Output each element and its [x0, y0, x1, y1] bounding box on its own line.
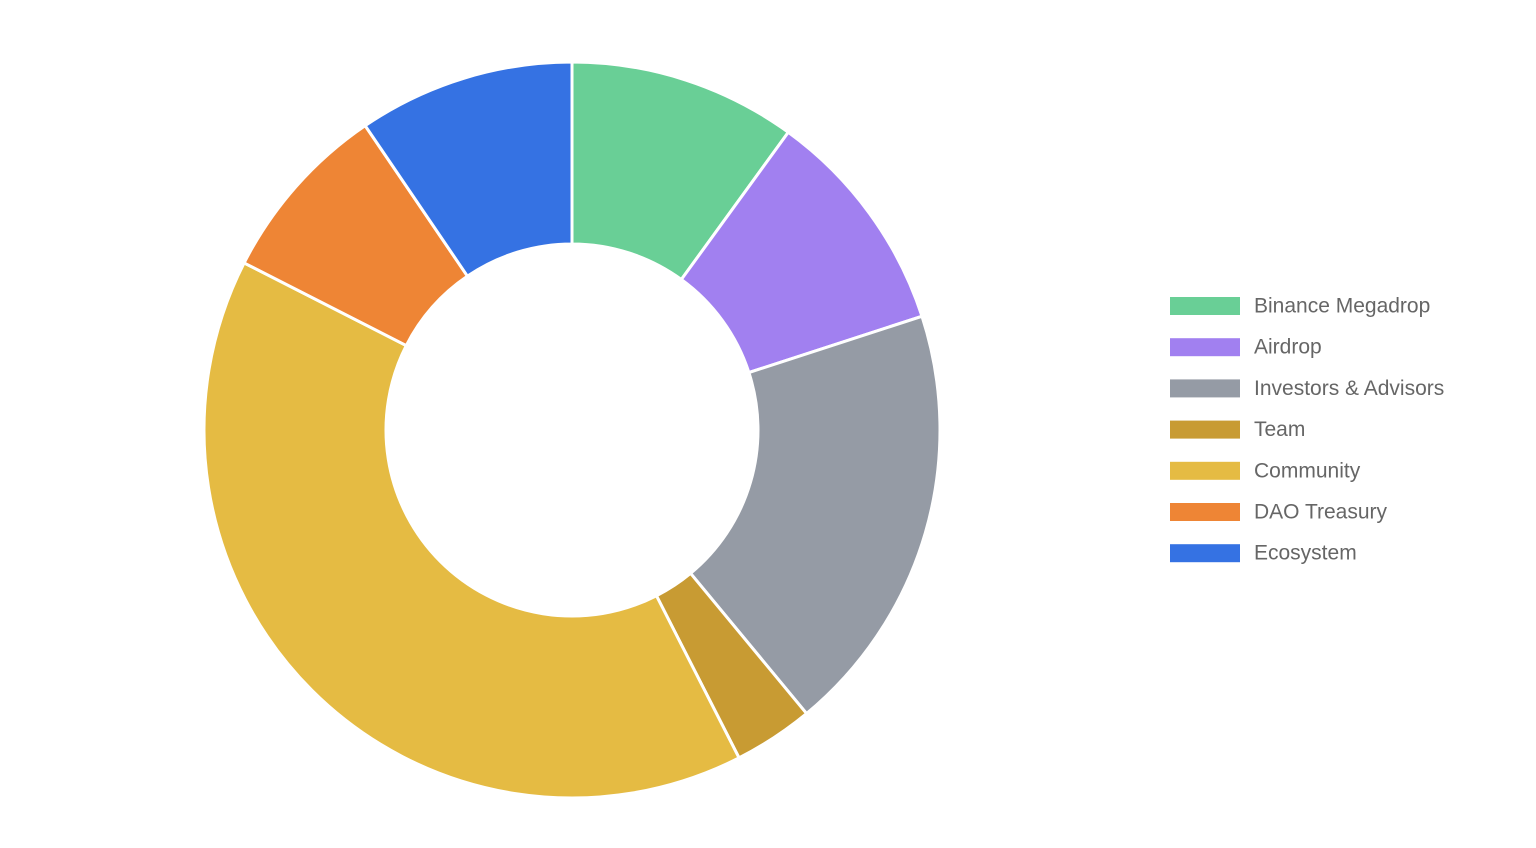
- slice: [688, 314, 942, 716]
- legend-swatch: [1170, 379, 1240, 398]
- legend-label: Airdrop: [1254, 336, 1322, 359]
- legend-label: Investors & Advisors: [1254, 377, 1444, 400]
- legend-swatch: [1170, 461, 1240, 480]
- legend-swatch: [1170, 420, 1240, 439]
- legend-swatch: [1170, 297, 1240, 315]
- legend-swatch: [1170, 338, 1240, 357]
- legend-label: Community: [1254, 459, 1361, 482]
- legend-label: Team: [1254, 418, 1305, 441]
- legend-label: Ecosystem: [1254, 542, 1357, 565]
- slice: [202, 260, 742, 800]
- legend-swatch: [1170, 544, 1240, 563]
- slice: [363, 60, 574, 279]
- legend-label: Binance Megadrop: [1254, 295, 1430, 318]
- legend-label: DAO Treasury: [1254, 501, 1388, 524]
- legend-swatch: [1170, 503, 1240, 521]
